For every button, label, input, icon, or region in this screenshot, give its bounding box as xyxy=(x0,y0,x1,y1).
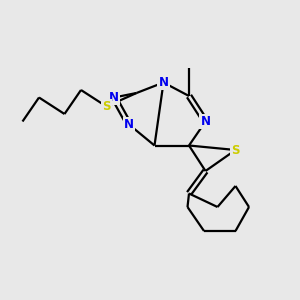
Text: N: N xyxy=(109,91,119,104)
Text: S: S xyxy=(102,100,111,113)
Text: N: N xyxy=(158,76,169,89)
Text: N: N xyxy=(124,118,134,131)
Text: S: S xyxy=(231,143,240,157)
Text: N: N xyxy=(200,115,211,128)
